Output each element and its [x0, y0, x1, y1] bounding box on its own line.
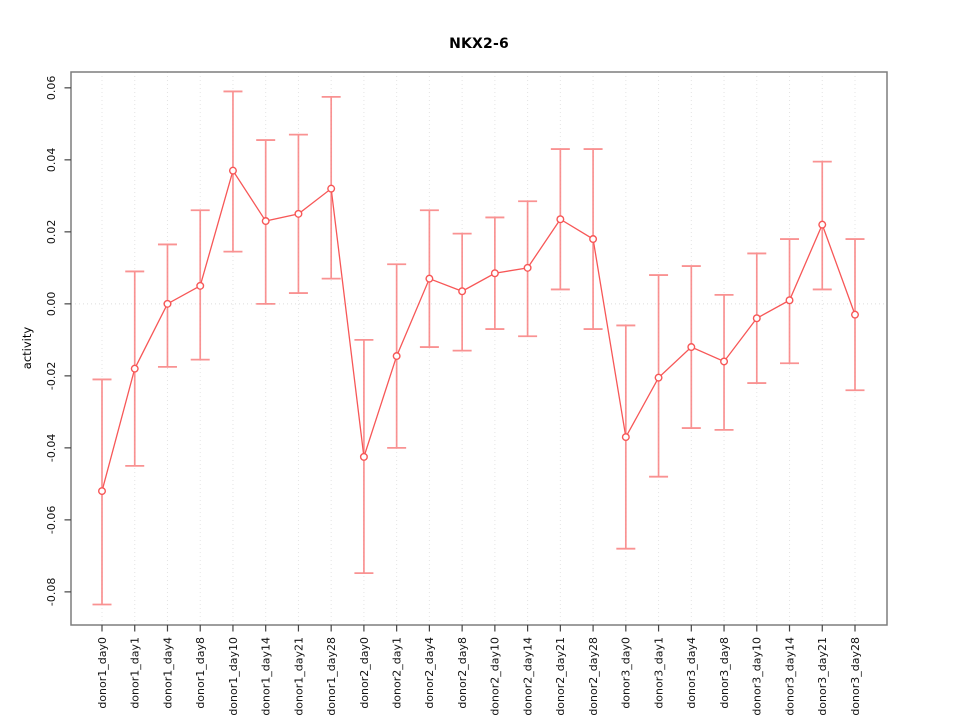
- x-tick-label: donor3_day0: [620, 637, 633, 709]
- data-point: [785, 296, 794, 305]
- data-point: [720, 357, 729, 366]
- data-point: [392, 352, 401, 361]
- x-tick-label: donor3_day1: [652, 637, 665, 709]
- data-point: [163, 299, 172, 308]
- series-line: [101, 169, 856, 492]
- data-point: [654, 373, 663, 382]
- axis-box: [70, 71, 888, 626]
- data-point: [687, 343, 696, 352]
- y-tick-label: -0.02: [45, 362, 58, 390]
- x-tick-label: donor3_day10: [751, 637, 764, 716]
- x-tick-label: donor2_day28: [587, 637, 600, 716]
- x-tick-label: donor1_day1: [129, 637, 142, 709]
- y-tick-label: -0.04: [45, 434, 58, 462]
- data-point: [490, 269, 499, 278]
- x-tick-label: donor2_day10: [489, 637, 502, 716]
- y-tick-label: 0.00: [45, 292, 58, 317]
- y-tick-label: -0.06: [45, 506, 58, 534]
- data-point: [97, 487, 106, 496]
- data-point: [589, 235, 598, 244]
- chart-title: NKX2-6: [449, 36, 509, 52]
- error-bars: [92, 90, 865, 606]
- x-tick-label: donor3_day14: [783, 637, 796, 716]
- x-tick-label: donor3_day21: [816, 637, 829, 716]
- data-point: [752, 314, 761, 323]
- data-point: [458, 287, 467, 296]
- x-tick-label: donor2_day8: [456, 637, 469, 709]
- x-tick-label: donor1_day14: [260, 637, 273, 716]
- y-tick-label: 0.04: [45, 148, 58, 173]
- y-axis: 0.06 0.04 0.02 0.00 -0.02 -0.04 -0.06 -0.08: [45, 76, 71, 606]
- data-point: [556, 215, 565, 224]
- data-point: [851, 310, 860, 319]
- x-tick-label: donor1_day10: [227, 637, 240, 716]
- x-tick-label: donor3_day4: [685, 637, 698, 709]
- data-point: [523, 263, 532, 272]
- x-tick-label: donor2_day0: [358, 637, 371, 709]
- data-point: [327, 184, 336, 193]
- x-tick-label: donor2_day14: [521, 637, 534, 716]
- data-point: [261, 217, 270, 226]
- data-point: [359, 452, 368, 461]
- x-tick-label: donor1_day0: [96, 637, 109, 709]
- x-tick-label: donor2_day4: [423, 637, 436, 709]
- y-tick-label: 0.02: [45, 220, 58, 245]
- x-tick-label: donor1_day4: [161, 637, 174, 709]
- data-point: [294, 209, 303, 218]
- gridlines: [71, 72, 887, 625]
- x-tick-label: donor2_day21: [554, 637, 567, 716]
- data-point: [818, 220, 827, 229]
- y-tick-label: -0.08: [45, 578, 58, 606]
- data-points: [97, 166, 860, 496]
- data-point: [228, 166, 237, 175]
- data-point: [196, 281, 205, 290]
- data-point: [621, 433, 630, 442]
- x-tick-label: donor3_day8: [718, 637, 731, 709]
- data-point: [130, 364, 139, 373]
- x-tick-label: donor1_day8: [194, 637, 207, 709]
- data-point: [425, 274, 434, 283]
- x-axis: donor1_day0 donor1_day1 donor1_day4 donor1_…: [96, 625, 862, 716]
- x-tick-label: donor1_day21: [292, 637, 305, 716]
- x-tick-label: donor1_day28: [325, 637, 338, 716]
- x-tick-label: donor3_day28: [849, 637, 862, 716]
- x-tick-label: donor2_day1: [391, 637, 404, 709]
- y-tick-label: 0.06: [45, 76, 58, 101]
